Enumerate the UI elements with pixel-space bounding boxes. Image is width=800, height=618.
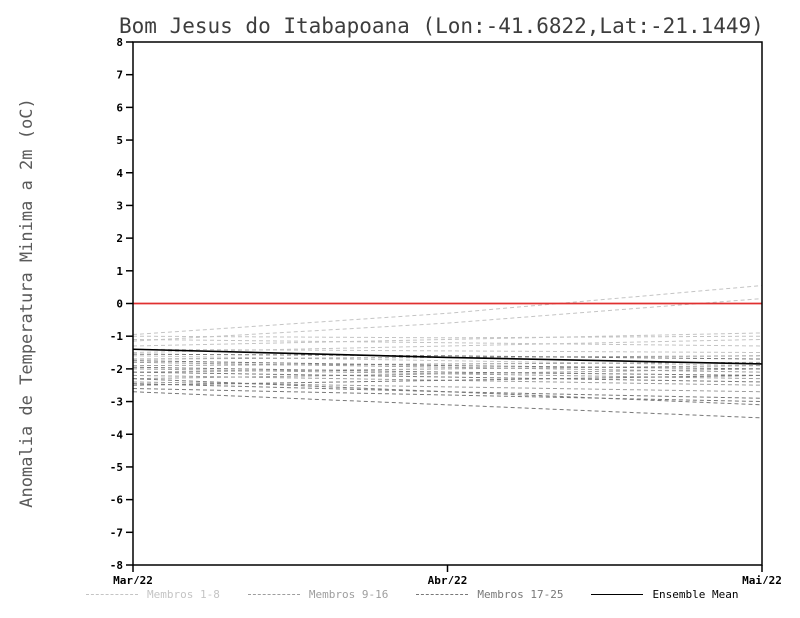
ensemble-mean-line: [132, 348, 763, 365]
legend-label: Ensemble Mean: [652, 588, 739, 601]
y-tick-label: 2: [116, 232, 123, 245]
legend-item-ensemble-mean: Ensemble Mean: [591, 588, 739, 601]
y-tick-label: -2: [110, 363, 123, 376]
legend-label: Membros 9-16: [308, 588, 389, 601]
ensemble-member-line: [132, 298, 763, 342]
chart-canvas: -8 -7 -6 -5 -4 -3 -2 -1 0 1 2 3 4 5 6 7 8 Mar/22 Abr/22 Mai…: [110, 36, 782, 584]
legend-line-sample: [416, 594, 469, 595]
legend-line-sample: [247, 594, 300, 595]
y-tick-label: 1: [116, 265, 123, 278]
ensemble-member-line: [132, 391, 763, 419]
x-tick-label: Mar/22: [113, 574, 153, 584]
y-tick-label: 7: [116, 69, 123, 82]
ensemble-member-line: [132, 338, 763, 347]
y-tick-label: -6: [110, 494, 124, 507]
y-tick-label: -4: [110, 428, 124, 441]
ensemble-member-line: [132, 335, 763, 339]
ensemble-member-line: [132, 332, 763, 347]
y-tick-label: -1: [110, 330, 124, 343]
ensemble-member-line: [132, 378, 763, 406]
y-tick-label: 5: [116, 134, 123, 147]
x-tick-label: Abr/22: [428, 574, 468, 584]
y-tick-label: 4: [116, 167, 123, 180]
legend-label: Membros 1-8: [147, 588, 220, 601]
x-tick-label: Mai/22: [742, 574, 782, 584]
legend-item-membros-1-8: Membros 1-8: [86, 588, 220, 601]
y-tick-label: -8: [110, 559, 123, 572]
legend-item-membros-17-25: Membros 17-25: [416, 588, 563, 601]
legend-line-sample: [86, 594, 138, 595]
y-tick-label: -5: [110, 461, 123, 474]
chart-title: Bom Jesus do Itabapoana (Lon:-41.6822,La…: [119, 14, 764, 38]
y-tick-label: 6: [116, 101, 123, 114]
ensemble-member-line: [132, 338, 763, 354]
legend-item-membros-9-16: Membros 9-16: [247, 588, 389, 601]
y-tick-label: 3: [116, 199, 123, 212]
y-tick-label: -7: [110, 526, 123, 539]
ensemble-member-line: [132, 285, 763, 336]
y-tick-label: 8: [116, 36, 123, 49]
y-tick-label: -3: [110, 396, 123, 409]
legend-label: Membros 17-25: [477, 588, 564, 601]
legend-line-sample: [591, 594, 644, 595]
y-tick-label: 0: [116, 298, 123, 311]
legend: Membros 1-8 Membros 9-16 Membros 17-25 E…: [86, 588, 739, 601]
